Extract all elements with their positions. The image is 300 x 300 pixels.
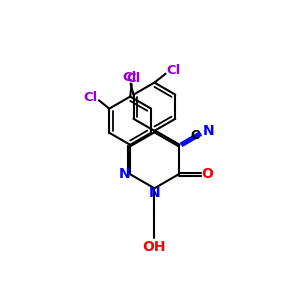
Text: N: N [119,167,131,181]
Text: N: N [203,124,215,138]
Text: C: C [190,129,200,142]
Text: OH: OH [143,240,166,254]
Text: Cl: Cl [126,72,140,85]
Text: Cl: Cl [84,91,98,104]
Text: N: N [148,186,160,200]
Text: O: O [201,167,213,181]
Text: Cl: Cl [167,64,181,77]
Text: Cl: Cl [122,71,136,84]
